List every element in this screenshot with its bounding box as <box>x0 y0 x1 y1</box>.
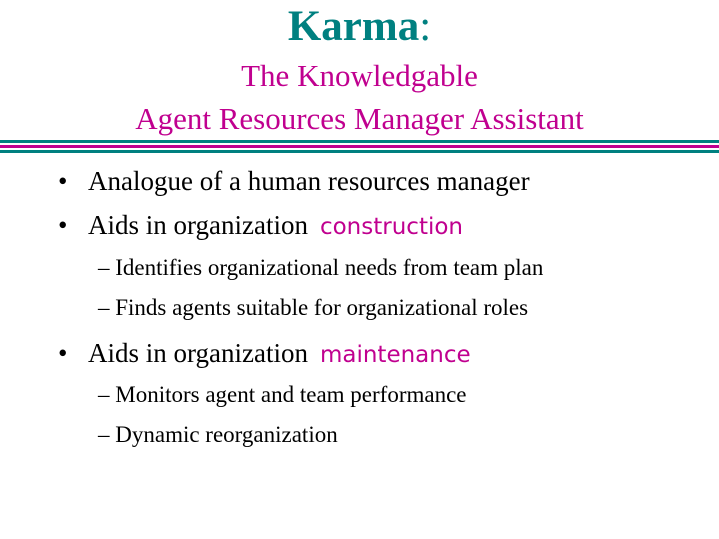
bullet-marker: • <box>58 338 68 368</box>
subtitle-line-2: Agent Resources Manager Assistant <box>135 101 584 136</box>
bullet-text: Aids in organization <box>88 338 308 368</box>
divider-stripe-magenta <box>0 145 719 148</box>
bullet-marker: • <box>58 210 68 240</box>
bullet-text: Aids in organization <box>88 210 308 240</box>
bullet-item: • Aids in organization construction <box>58 209 463 243</box>
divider-stripe-teal-2 <box>0 150 719 153</box>
bullet-marker: • <box>58 166 68 196</box>
sub-bullet-item: – Dynamic reorganization <box>98 422 338 447</box>
bullet-text: Analogue of a human resources manager <box>88 166 530 196</box>
bullet-item: • Aids in organization maintenance <box>58 337 471 371</box>
sub-bullet-item: – Finds agents suitable for organization… <box>98 295 529 320</box>
sub-bullet-item: – Monitors agent and team performance <box>98 382 467 407</box>
bullet-accent-text: maintenance <box>319 342 471 368</box>
sub-bullet-item: – Identifies organizational needs from t… <box>98 255 544 280</box>
bullet-accent-text: construction <box>319 214 463 240</box>
subtitle-line-1: The Knowledgable <box>241 58 478 93</box>
slide-title: Karma: <box>0 2 719 52</box>
title-brand: Karma <box>287 3 420 50</box>
divider-stripe-teal <box>0 140 719 143</box>
title-colon: : <box>419 3 432 50</box>
bullet-item: • Analogue of a human resources manager <box>58 165 530 197</box>
